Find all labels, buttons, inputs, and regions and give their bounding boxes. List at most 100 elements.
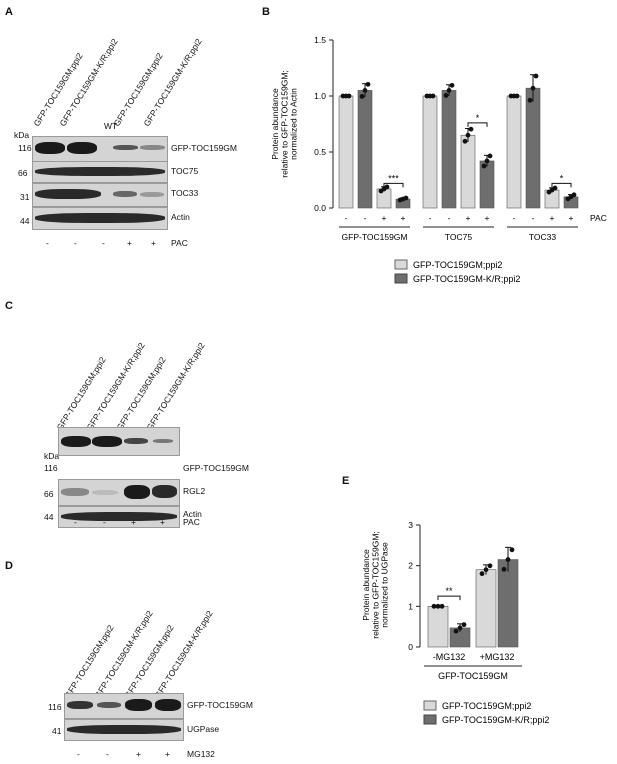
blot-strip [32,183,168,207]
blot-strip [32,207,168,230]
treatment-label: PAC [590,213,607,223]
legend-label: GFP-TOC159GM-K/R;ppi2 [413,274,520,284]
blot-label: Actin [183,509,202,519]
mw-marker: 116 [44,463,58,473]
mw-marker: 44 [44,512,54,522]
data-point [346,93,352,99]
bar [338,95,354,209]
y-tick-label: 0.0 [314,203,326,213]
treatment-mark: + [131,517,136,527]
treatment-mark: - [513,213,516,223]
treatment-mark: - [429,213,432,223]
chart-b: 0.0 0.5 1.0 1.5 Protein abundancerelative to… [270,35,607,284]
mw-marker: 31 [20,192,30,202]
significance-bracket [467,122,488,127]
group-label: TOC75 [445,232,473,242]
data-point [571,192,577,198]
data-point [462,138,468,144]
group-label: TOC33 [529,232,557,242]
bar [525,87,541,209]
legend-swatch [394,273,408,284]
treatment-mark: - [102,238,105,248]
treatment-label: PAC [183,517,200,527]
blot-label: GFP-TOC159GM [187,700,253,710]
data-point [461,622,467,628]
significance-label: ** [445,586,453,596]
treatment-label: PAC [171,238,188,248]
treatment-mark: + [165,749,170,759]
data-point [453,628,459,634]
data-point [359,94,365,99]
legend-swatch [423,714,437,725]
treatment-mark: - [46,238,49,248]
treatment-mark: - [74,238,77,248]
category-label: +MG132 [480,652,515,662]
significance-label: *** [388,173,399,183]
data-point [487,563,493,569]
panel-a-letter: A [5,6,13,18]
lane-label: GFP-TOC159GM-K/R;ppi2 [152,608,215,700]
data-point [487,153,493,159]
blot-label: TOC75 [171,166,199,176]
kda-label: kDa [14,130,30,140]
significance-bracket [383,182,404,188]
blot-strip [32,161,168,183]
legend-label: GFP-TOC159GM-K/R;ppi2 [442,715,549,725]
data-point [483,567,489,573]
data-point [365,81,371,87]
panel-b-letter: B [262,6,270,18]
bar [475,569,497,648]
data-point [484,158,490,164]
y-axis-label: Protein abundancerelative to GFP-TOC159G… [270,70,299,178]
bar [506,95,522,209]
treatment-mark: - [103,517,106,527]
kda-label: kDa [44,451,60,461]
treatment-mark: - [77,749,80,759]
treatment-mark: - [532,213,535,223]
chart-e: 0 1 2 3 Protein abundancerelative to GFP-TOC… [361,520,549,725]
data-point [446,88,452,93]
y-tick-label: 3 [408,520,413,530]
data-point [384,184,390,190]
y-axis-label: Protein abundancerelative to GFP-TOC159G… [361,531,390,639]
data-point [501,566,507,572]
treatment-label: MG132 [187,749,215,759]
mw-marker: 66 [18,168,28,178]
legend-swatch [394,259,408,270]
data-point [443,93,449,98]
mw-marker: 41 [52,726,62,736]
treatment-mark: - [448,213,451,223]
bar [479,160,495,209]
treatment-mark: + [569,213,574,223]
blot-label: Actin [171,212,190,222]
treatment-mark: + [401,213,406,223]
treatment-mark: + [151,238,156,248]
blot-label: UGPase [187,724,220,734]
blot-strip [64,719,184,741]
treatment-mark: - [364,213,367,223]
data-point [505,557,511,562]
bar [460,134,476,209]
treatment-mark: + [382,213,387,223]
lane-label: GFP-TOC159GM-K/R;ppi2 [141,36,204,128]
legend-label: GFP-TOC159GM;ppi2 [442,701,531,711]
data-point [533,73,539,79]
mw-marker: 66 [44,489,54,499]
y-tick-label: 0 [408,642,413,652]
data-point [403,195,409,201]
data-point [530,85,536,91]
bar [427,606,449,648]
data-point [481,163,487,169]
bar [422,95,438,209]
category-label: -MG132 [433,652,466,662]
group-label: GFP-TOC159GM [342,232,408,242]
blot-label: GFP-TOC159GM [171,143,237,153]
panel-c-letter: C [5,300,13,312]
blot-label: RGL2 [183,486,206,496]
significance-label: * [476,113,480,123]
lane-label: GFP-TOC159GM-K/R;ppi2 [144,340,207,432]
bar [441,90,457,209]
treatment-mark: + [550,213,555,223]
y-tick-label: 2 [408,561,413,571]
y-tick-label: 1.5 [314,35,326,45]
